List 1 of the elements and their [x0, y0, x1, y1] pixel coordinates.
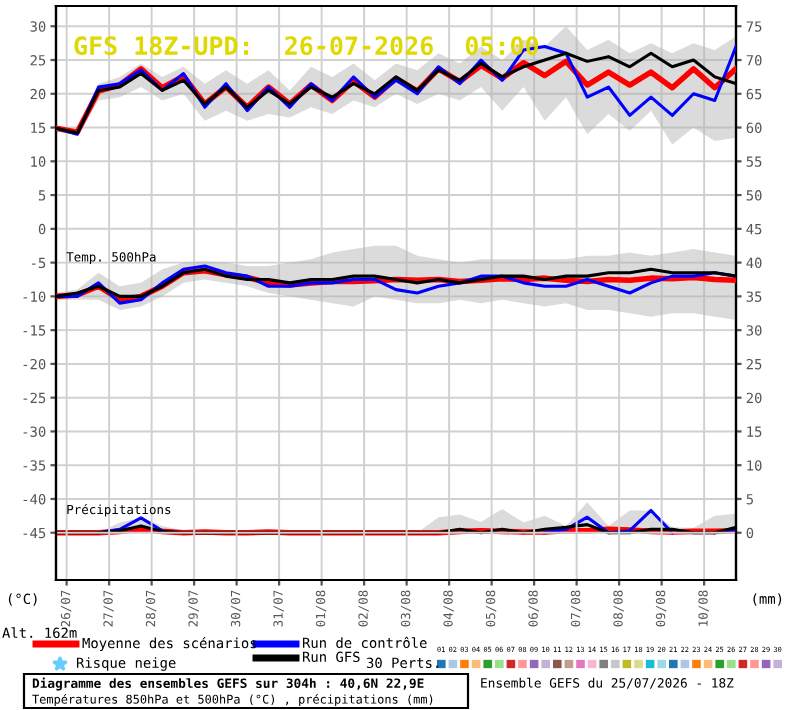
text: GFS 18Z-UPD: 26-07-2026 05:00 — [74, 36, 539, 56]
